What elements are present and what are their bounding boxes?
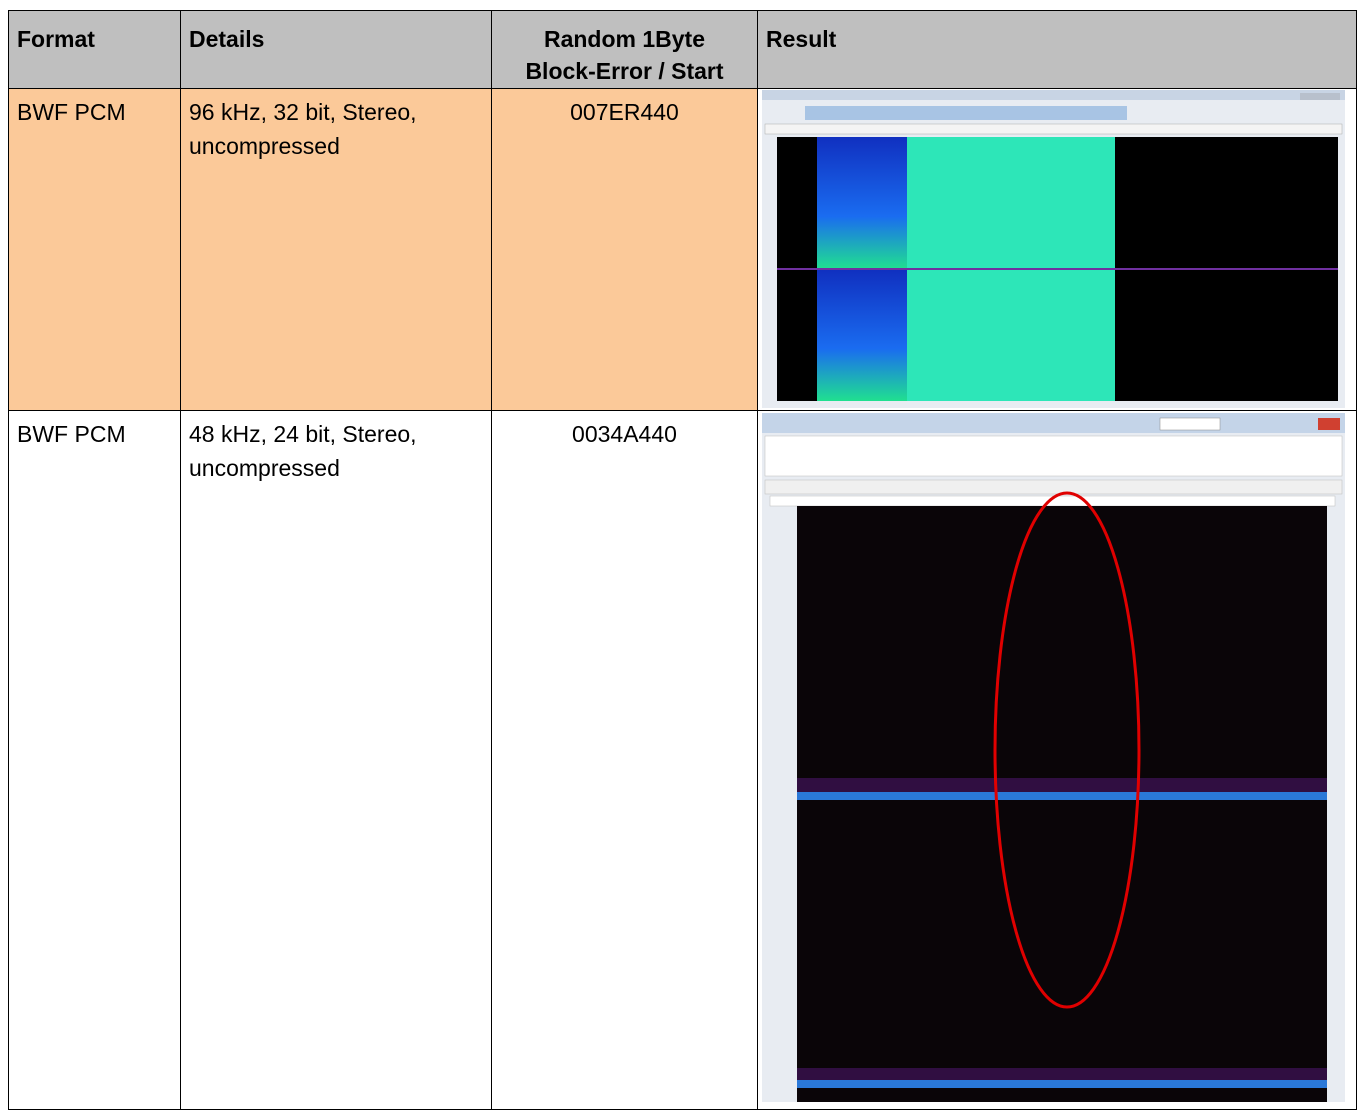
cell: BWF PCM — [8, 410, 181, 1110]
cell: 007ER440 — [491, 88, 758, 411]
cell-text: uncompressed — [189, 133, 340, 159]
header-text: Random 1Byte — [543, 26, 706, 52]
cell-text: 0034A440 — [572, 421, 677, 447]
spectrogram-screenshot — [762, 413, 1345, 1102]
cell: 96 kHz, 32 bit, Stereo, uncompressed — [180, 88, 492, 411]
header-text: Format — [17, 26, 95, 52]
header-cell: Random 1Byte Block-Error / Start — [491, 10, 758, 89]
cell-text: BWF PCM — [17, 99, 126, 125]
header-text: Details — [189, 26, 265, 52]
cell-text: BWF PCM — [17, 421, 126, 447]
cell-text: 96 kHz, 32 bit, Stereo, — [189, 99, 417, 125]
header-cell: Format — [8, 10, 181, 89]
header-text: Result — [766, 26, 837, 52]
cell-text: 48 kHz, 24 bit, Stereo, — [189, 421, 417, 447]
cell-text: uncompressed — [189, 455, 340, 481]
spectrogram-screenshot — [762, 90, 1345, 408]
header-text: Block-Error / Start — [525, 58, 724, 84]
cell-text: 007ER440 — [570, 99, 679, 125]
cell: 48 kHz, 24 bit, Stereo, uncompressed — [180, 410, 492, 1110]
cell: BWF PCM — [8, 88, 181, 411]
